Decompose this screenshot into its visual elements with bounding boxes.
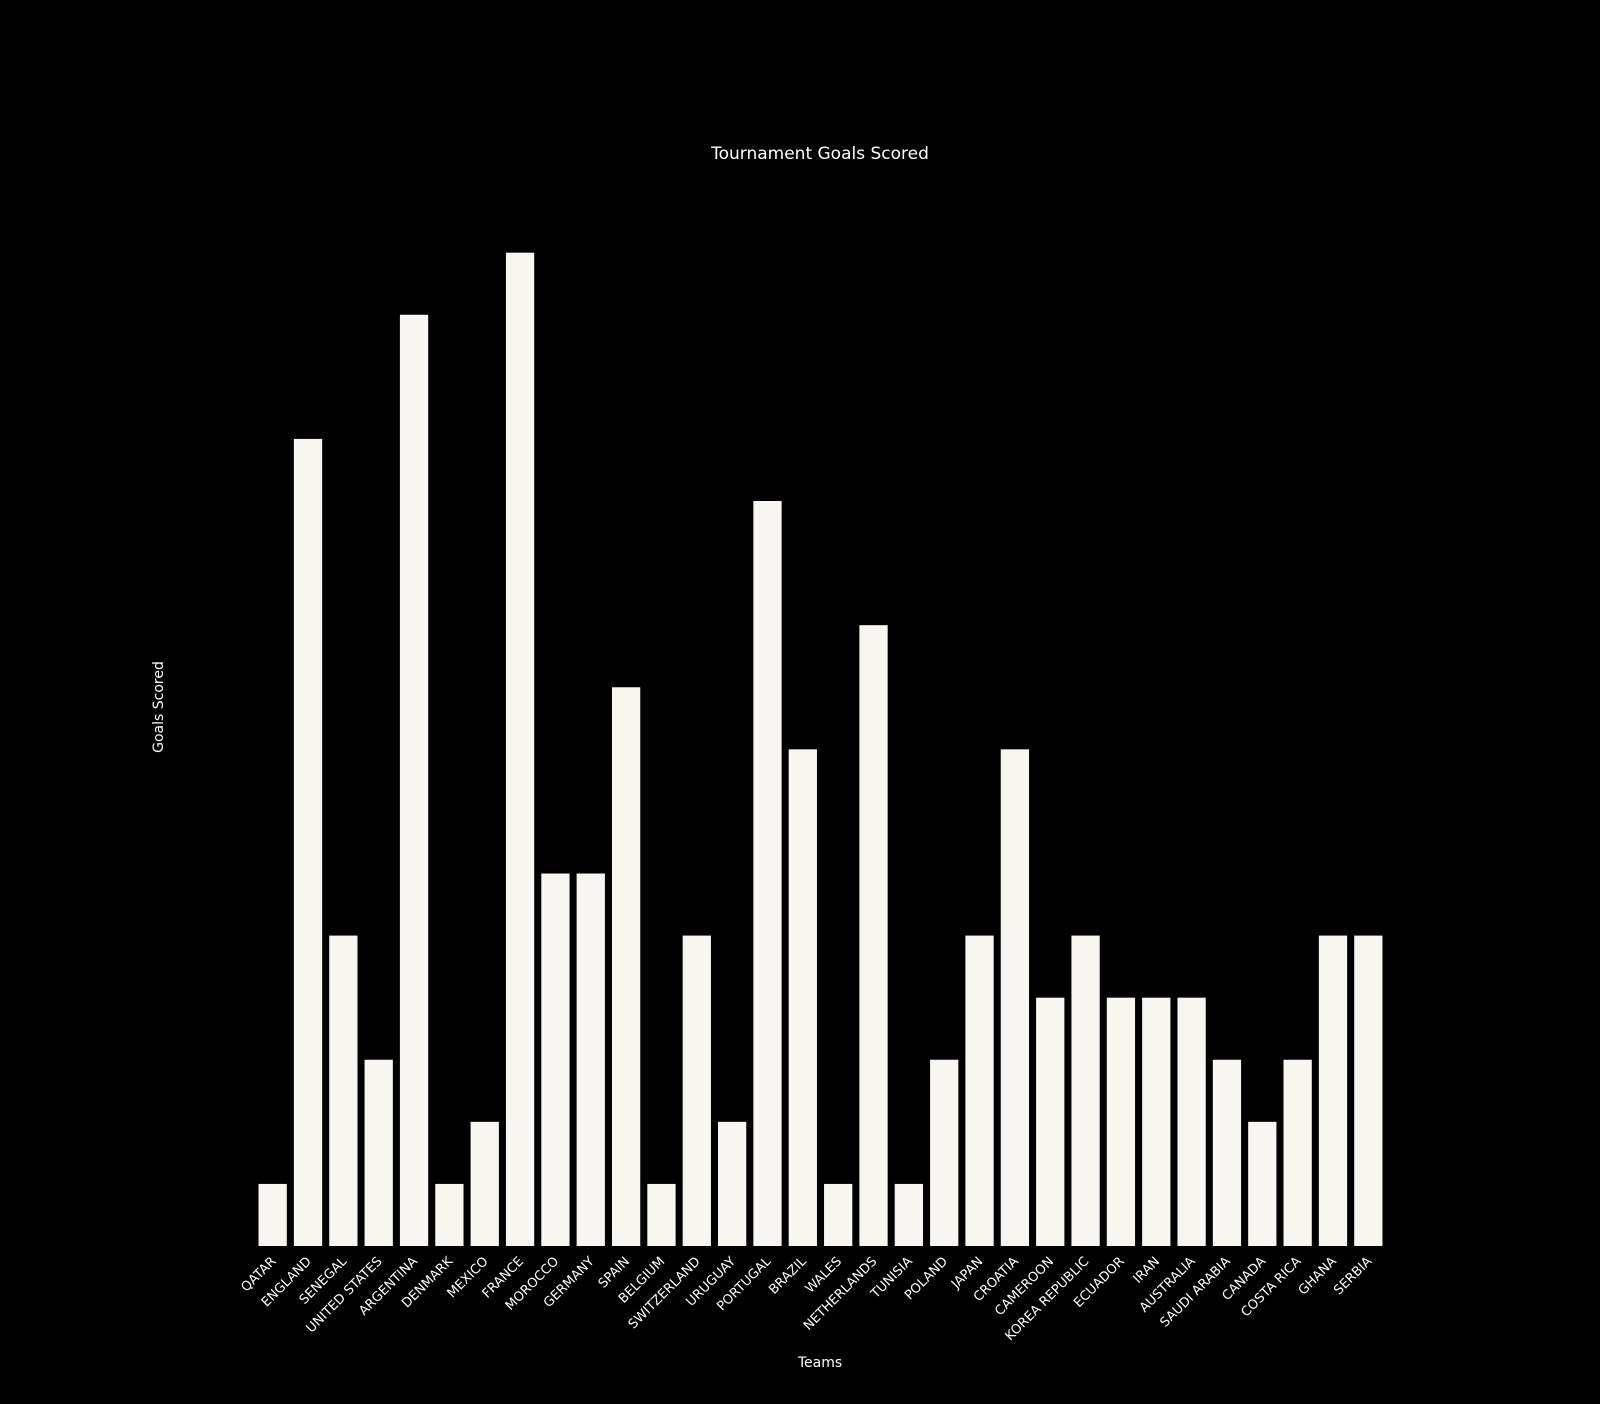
bar-england	[293, 438, 323, 1246]
bar-denmark	[435, 1183, 464, 1246]
bar-united-states	[364, 1059, 393, 1246]
x-axis-label: Teams	[797, 1355, 842, 1371]
bar-costa-rica	[1283, 1059, 1312, 1246]
bar-saudi-arabia	[1212, 1059, 1242, 1246]
bar-portugal	[753, 501, 782, 1246]
bar-serbia	[1354, 935, 1383, 1246]
bar-brazil	[788, 749, 817, 1246]
x-tick-label: GHANA	[1296, 1254, 1340, 1298]
bar-ecuador	[1106, 997, 1136, 1246]
bar-germany	[576, 873, 605, 1246]
bar-uruguay	[718, 1121, 747, 1246]
bar-poland	[930, 1059, 959, 1246]
bar-spain	[611, 687, 641, 1246]
bar-senegal	[329, 935, 358, 1246]
bar-switzerland	[682, 935, 711, 1246]
bar-series	[258, 252, 1383, 1247]
bar-canada	[1248, 1121, 1277, 1246]
bar-france	[505, 252, 535, 1247]
chart-title: Tournament Goals Scored	[710, 144, 929, 164]
x-tick-label: BRAZIL	[766, 1254, 810, 1298]
bar-croatia	[1000, 749, 1030, 1246]
bar-belgium	[647, 1183, 676, 1246]
bar-wales	[824, 1183, 853, 1246]
x-tick-label: SERBIA	[1331, 1254, 1375, 1298]
bar-cameroon	[1036, 997, 1065, 1246]
bar-australia	[1177, 997, 1206, 1246]
bar-argentina	[399, 314, 429, 1246]
bar-mexico	[470, 1121, 499, 1246]
x-tick-label: IRAN	[1131, 1254, 1164, 1287]
bar-iran	[1142, 997, 1171, 1246]
bar-ghana	[1318, 935, 1348, 1246]
bar-japan	[965, 935, 994, 1246]
bar-tunisia	[894, 1183, 923, 1246]
bar-korea-republic	[1071, 935, 1100, 1246]
y-axis-label: Goals Scored	[151, 661, 167, 753]
bar-netherlands	[859, 625, 888, 1246]
bar-morocco	[541, 873, 570, 1246]
bar-qatar	[258, 1183, 287, 1246]
